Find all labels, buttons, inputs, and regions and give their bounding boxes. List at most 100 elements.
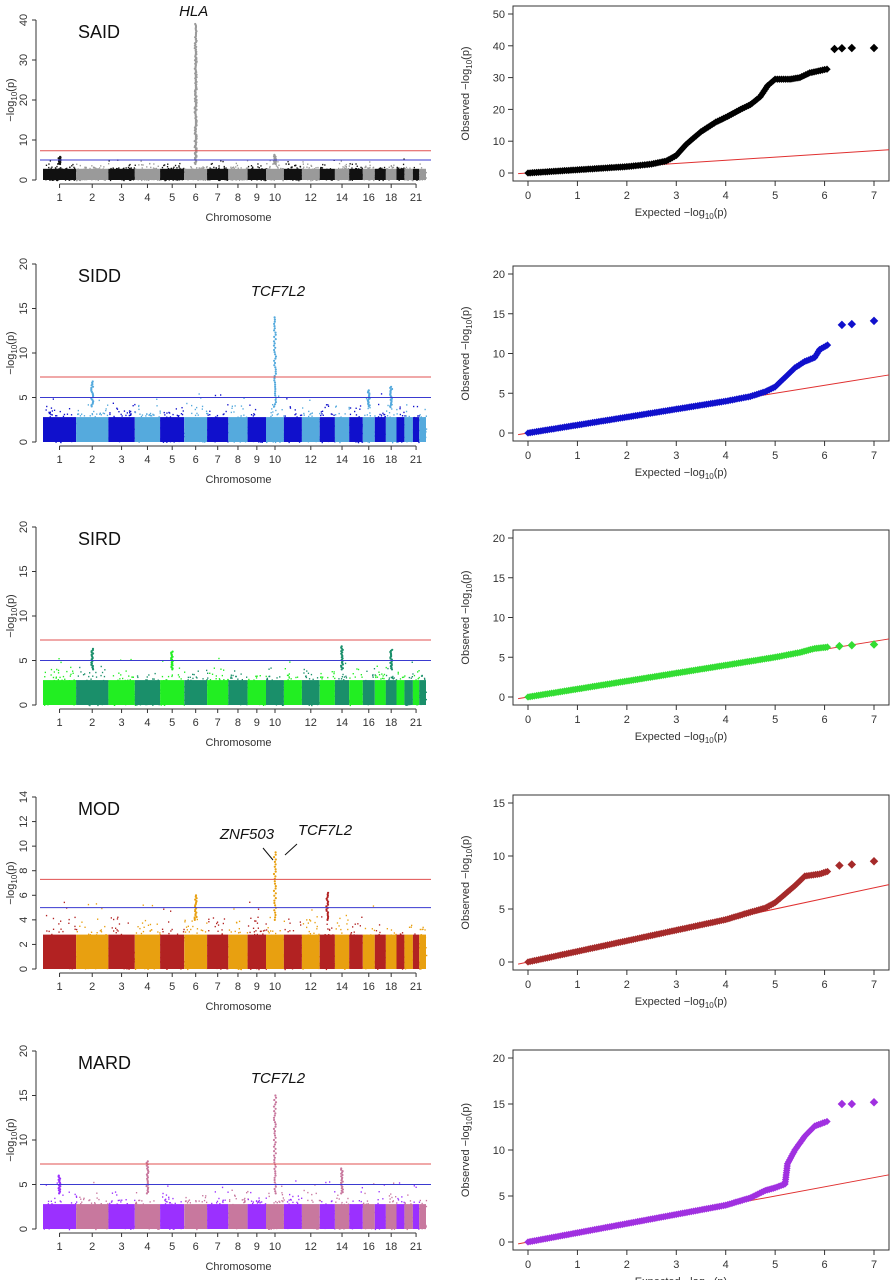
- manhattan-point: [166, 166, 169, 168]
- x-tick-label: 6: [193, 454, 199, 466]
- manhattan-point: [206, 679, 208, 681]
- manhattan-point: [179, 162, 181, 165]
- manhattan-point: [118, 167, 120, 169]
- manhattan-point: [62, 415, 65, 418]
- manhattan-point: [279, 676, 281, 678]
- manhattan-point: [169, 416, 172, 418]
- manhattan-point: [223, 167, 225, 169]
- manhattan-point: [153, 414, 155, 416]
- manhattan-point: [242, 408, 244, 410]
- manhattan-point: [116, 408, 119, 410]
- manhattan-point: [88, 675, 90, 678]
- manhattan-point: [57, 672, 60, 674]
- y-tick-label: 30: [493, 73, 505, 85]
- manhattan-point: [111, 927, 113, 929]
- manhattan-point: [123, 167, 125, 169]
- manhattan-point: [310, 673, 313, 676]
- manhattan-point: [125, 414, 127, 417]
- qq-top-point: [837, 320, 847, 330]
- manhattan-point: [175, 408, 177, 410]
- manhattan-point: [51, 414, 53, 416]
- manhattan-point: [247, 167, 249, 169]
- manhattan-point: [281, 409, 283, 411]
- manhattan-point-band: [228, 417, 248, 442]
- manhattan-point-band: [283, 680, 302, 705]
- manhattan-point: [210, 163, 212, 165]
- manhattan-point: [392, 166, 395, 169]
- manhattan-point-band: [266, 417, 284, 442]
- manhattan-point: [274, 355, 278, 358]
- manhattan-point: [72, 670, 74, 672]
- y-tick-label: 10: [18, 610, 30, 622]
- manhattan-point: [333, 414, 335, 416]
- manhattan-point: [381, 677, 384, 680]
- manhattan-point: [223, 413, 225, 415]
- manhattan-point: [197, 414, 199, 416]
- manhattan-point: [425, 415, 427, 417]
- x-tick-label: 7: [871, 450, 877, 462]
- manhattan-point: [152, 704, 154, 706]
- manhattan-point: [342, 166, 344, 168]
- manhattan-point: [262, 704, 265, 706]
- manhattan-point-band: [362, 168, 375, 180]
- manhattan-point: [161, 675, 164, 678]
- x-tick-label: 21: [410, 192, 422, 204]
- y-tick-label: 0: [18, 702, 30, 708]
- manhattan-point: [134, 704, 137, 706]
- manhattan-point: [308, 415, 310, 418]
- manhattan-point: [294, 409, 296, 411]
- manhattan-point: [95, 903, 98, 905]
- manhattan-point: [182, 410, 184, 412]
- manhattan-point: [274, 394, 277, 397]
- manhattan-point: [358, 416, 360, 418]
- manhattan-point: [159, 412, 161, 414]
- manhattan-point: [227, 679, 229, 681]
- manhattan-point: [97, 704, 99, 707]
- manhattan-point: [112, 167, 114, 169]
- manhattan-point: [361, 167, 363, 169]
- manhattan-point: [382, 675, 384, 677]
- manhattan-points: [43, 645, 427, 707]
- x-tick-label: 9: [254, 454, 260, 466]
- manhattan-point: [190, 167, 193, 169]
- manhattan-point: [220, 394, 222, 396]
- manhattan-point: [163, 164, 165, 167]
- manhattan-point: [413, 674, 416, 677]
- manhattan-point: [178, 676, 180, 678]
- manhattan-point: [415, 679, 417, 681]
- manhattan-point-band: [419, 680, 426, 705]
- y-axis-label: Observed −log10(p): [460, 570, 474, 664]
- manhattan-point: [108, 160, 110, 162]
- manhattan-point: [274, 383, 277, 386]
- manhattan-point: [201, 408, 203, 410]
- manhattan-point: [368, 167, 370, 169]
- manhattan-point: [391, 676, 394, 679]
- x-tick-label: 5: [772, 714, 778, 726]
- manhattan-point: [192, 677, 194, 680]
- manhattan-point: [404, 415, 406, 417]
- manhattan-point: [373, 668, 376, 670]
- manhattan-point: [279, 441, 281, 443]
- manhattan-point: [72, 163, 74, 166]
- qq-point: [823, 341, 832, 349]
- manhattan-point: [340, 650, 343, 653]
- manhattan-point: [109, 412, 111, 414]
- x-tick-label: 4: [723, 450, 729, 462]
- manhattan-point-band: [108, 680, 135, 705]
- manhattan-point: [171, 675, 173, 678]
- manhattan-point: [216, 414, 219, 417]
- manhattan-point: [274, 370, 277, 373]
- manhattan-point-band: [419, 168, 426, 180]
- manhattan-point: [129, 413, 132, 415]
- manhattan-point: [134, 411, 137, 414]
- manhattan-point: [189, 676, 191, 678]
- manhattan-point-band: [228, 168, 248, 180]
- x-tick-label: 5: [169, 192, 175, 204]
- manhattan-point: [70, 666, 72, 669]
- manhattan-point: [234, 405, 236, 407]
- manhattan-point: [340, 678, 343, 680]
- manhattan-point: [335, 405, 337, 407]
- y-tick-label: 0: [18, 439, 30, 445]
- manhattan-point: [76, 931, 78, 933]
- manhattan-point: [272, 411, 274, 413]
